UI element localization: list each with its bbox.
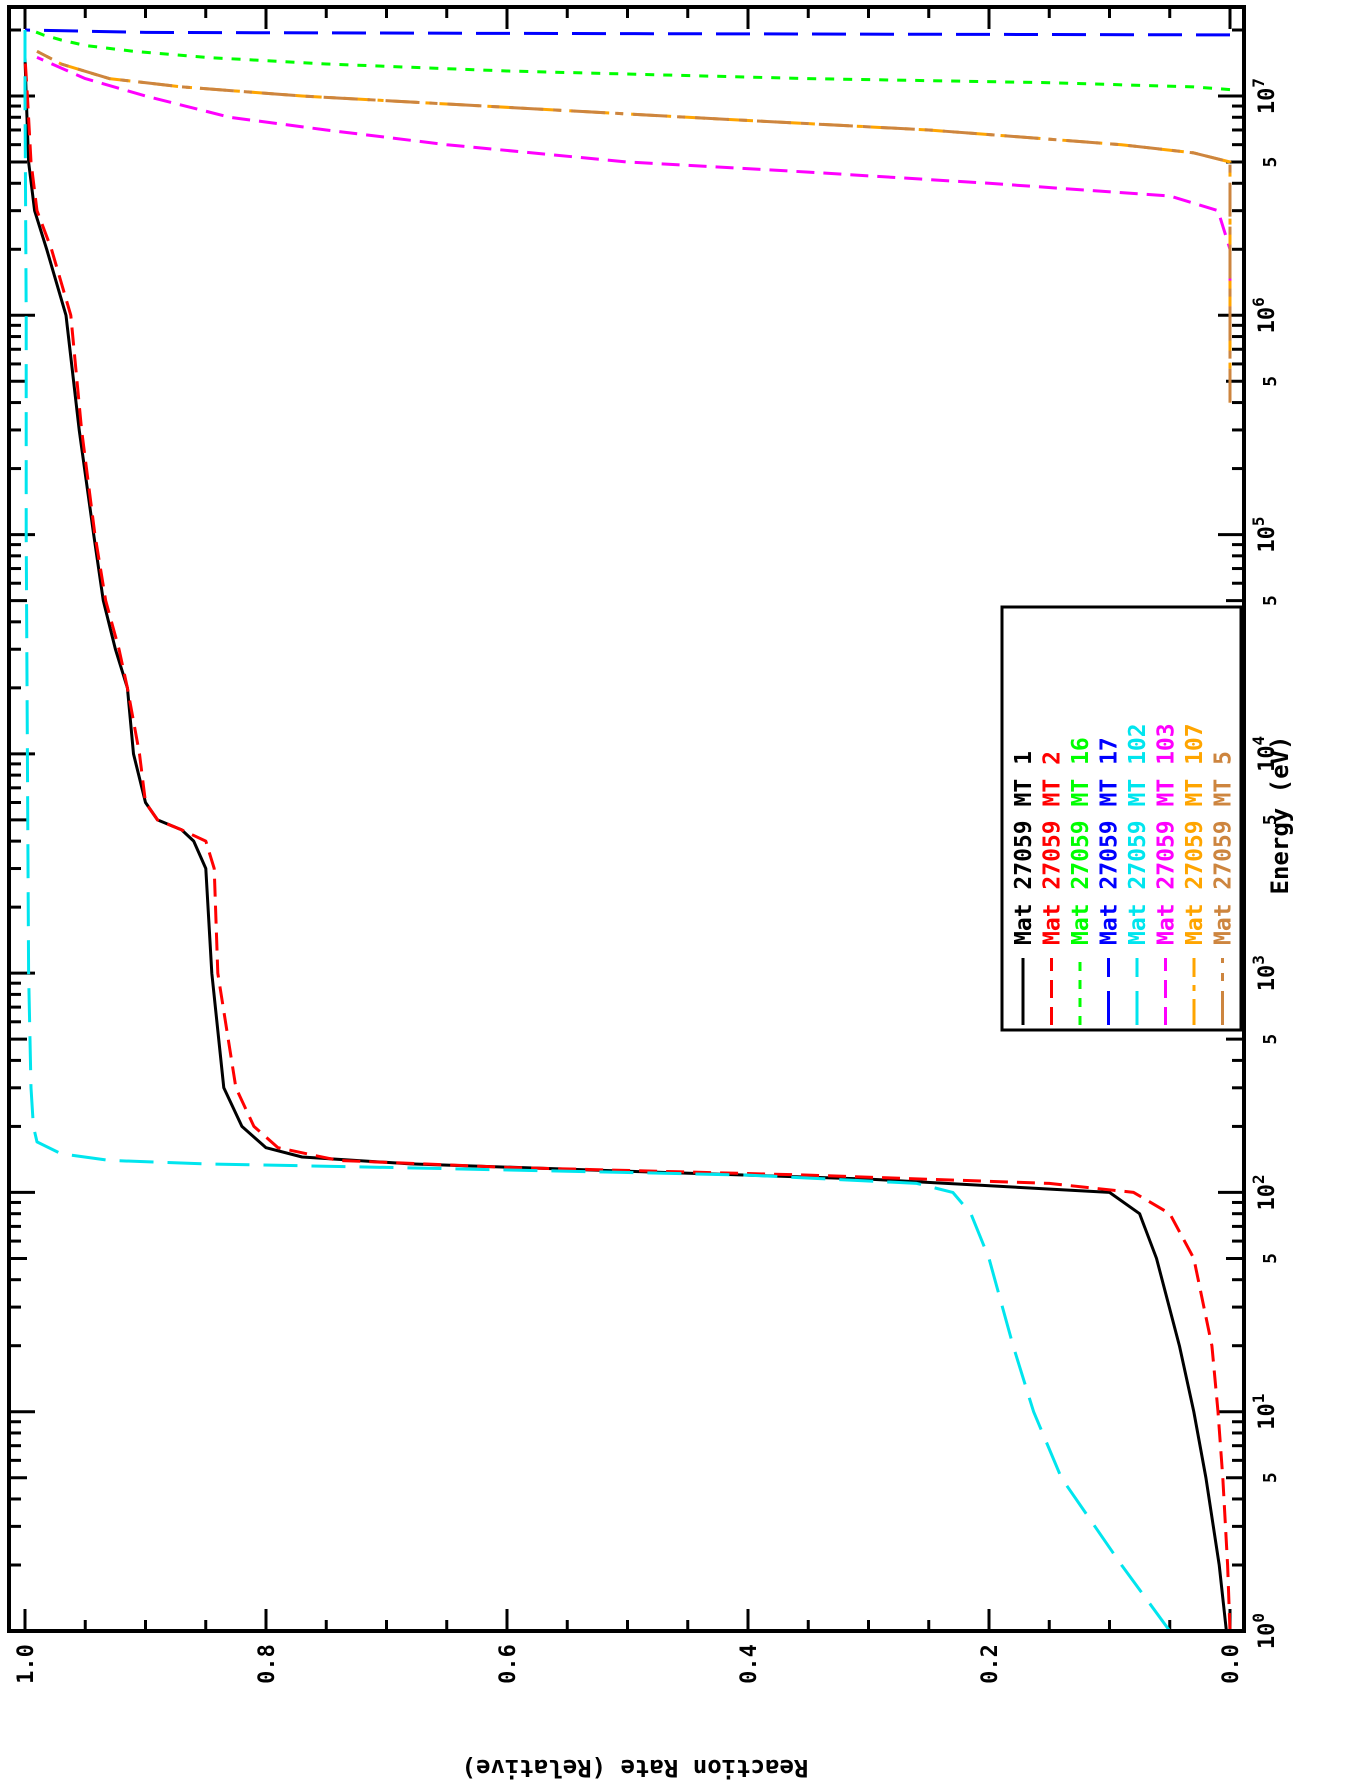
legend-label: Mat 27059 MT 1	[1011, 751, 1037, 945]
y-tick-labels: 0.0 0.2 0.4 0.6 0.8 1.0	[14, 1644, 1244, 1684]
series-line-mt-1	[23, 57, 1228, 1631]
x-tick-text: 106	[1249, 297, 1280, 333]
x-tick-text: 102	[1249, 1174, 1280, 1210]
x-minor-tick-label: 5	[1260, 1472, 1281, 1483]
x-minor-tick-label: 5	[1260, 814, 1281, 825]
y-tick-label: 0.8	[255, 1644, 280, 1684]
legend-entry: Mat 27059 MT 103	[1154, 723, 1180, 945]
legend-box	[1000, 605, 1243, 1032]
series-line-mt-102	[23, 30, 1172, 1631]
legend-label: Mat 27059 MT 16	[1068, 737, 1094, 945]
x-tick-text: 100	[1249, 1613, 1280, 1649]
y-tick-label: 0.2	[978, 1644, 1003, 1684]
y-tick-label: 0.0	[1219, 1644, 1244, 1684]
x-tick-label: 101	[1249, 1394, 1280, 1430]
x-tick-label: 106	[1249, 297, 1280, 333]
x-minor-tick-label: 5	[1260, 376, 1281, 387]
x-tick-text: 104	[1249, 736, 1280, 772]
y-tick-label: 0.4	[737, 1644, 762, 1684]
x-tick-label: 102	[1249, 1174, 1280, 1210]
legend-label: Mat 27059 MT 107	[1182, 723, 1208, 945]
legend-label: Mat 27059 MT 102	[1125, 723, 1151, 945]
x-minor-tick-label: 5	[1260, 1034, 1281, 1045]
legend-entry: Mat 27059 MT 17	[1097, 737, 1123, 945]
x-minor-tick-label: 5	[1260, 157, 1281, 168]
x-minor-tick-label: 5	[1260, 1253, 1281, 1264]
y-axis-label: Reaction Rate (Relative)	[462, 1754, 809, 1782]
legend-label: Mat 27059 MT 103	[1154, 723, 1180, 945]
x-tick-label: 107	[1249, 78, 1280, 114]
x-tick-text: 107	[1249, 78, 1280, 114]
legend-label: Mat 27059 MT 5	[1211, 751, 1237, 945]
plot-frame	[7, 5, 1246, 1633]
x-tick-text: 101	[1249, 1394, 1280, 1430]
x-tick-labels: 100 101 102 103 104 105 106 107 5 5 5 5 5 5 5	[1249, 78, 1281, 1649]
series-group	[23, 28, 1232, 1631]
x-tick-text: 105	[1249, 517, 1280, 553]
series-line-mt-5	[36, 49, 1232, 403]
x-axis-label: Energy (eV)	[1266, 736, 1294, 895]
plot-area	[7, 5, 1246, 1633]
legend-label: Mat 27059 MT 2	[1040, 751, 1066, 945]
legend-entry: Mat 27059 MT 1	[1011, 751, 1037, 945]
legend-entry: Mat 27059 MT 107	[1182, 723, 1208, 945]
series-line-mt-16	[30, 28, 1231, 92]
legend-entry: Mat 27059 MT 5	[1211, 751, 1237, 945]
y-tick-label: 1.0	[14, 1644, 39, 1684]
x-tick-label: 105	[1249, 517, 1280, 553]
legend-entry: Mat 27059 MT 2	[1040, 751, 1066, 945]
x-tick-label: 100	[1249, 1613, 1280, 1649]
y-tick-label: 0.6	[496, 1644, 521, 1684]
legend-label: Mat 27059 MT 17	[1097, 737, 1123, 945]
series-line-mt-107	[36, 49, 1232, 403]
series-line-mt-17	[24, 28, 1231, 37]
series-line-mt-103	[36, 56, 1232, 316]
legend-entry: Mat 27059 MT 16	[1068, 737, 1094, 945]
x-tick-label: 104	[1249, 736, 1280, 772]
x-minor-tick-label: 5	[1260, 595, 1281, 606]
x-tick-label: 103	[1249, 955, 1280, 991]
x-tick-text: 103	[1249, 955, 1280, 991]
series-line-mt-2	[23, 57, 1232, 1631]
legend-entry: Mat 27059 MT 102	[1125, 723, 1151, 945]
